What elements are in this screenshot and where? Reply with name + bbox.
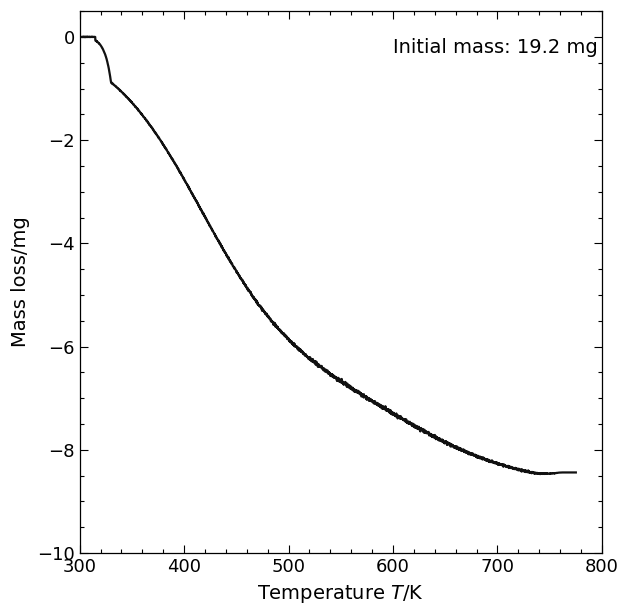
Text: Initial mass: 19.2 mg: Initial mass: 19.2 mg xyxy=(393,38,598,57)
X-axis label: Temperature $T$/K: Temperature $T$/K xyxy=(257,583,425,605)
Y-axis label: Mass loss/mg: Mass loss/mg xyxy=(11,217,30,347)
